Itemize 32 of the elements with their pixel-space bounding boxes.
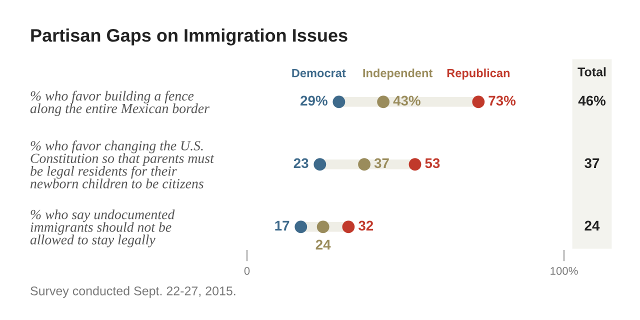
x-tick-label: 100%: [550, 266, 578, 275]
series-label: Republican: [447, 68, 510, 80]
point: [332, 96, 346, 108]
x-tick-label: 0: [244, 266, 250, 275]
point: [358, 158, 370, 171]
data-label: 29%: [300, 96, 328, 106]
y-tick-label: % who favor building a fence along the entire Mexican border: [30, 90, 210, 116]
chart-title: Partisan Gaps on Immigration Issues: [31, 28, 348, 46]
text: Survey conducted Sept. 22-27, 2015.: [30, 286, 236, 298]
y-tick-label: % who say undocumented immigrants should not be allowed to stay legally: [30, 209, 175, 248]
point: [294, 220, 308, 234]
data-label: 24: [316, 240, 331, 250]
text: 37: [584, 158, 600, 168]
data-label: 32: [358, 220, 374, 231]
point: [408, 158, 422, 171]
series-label: Democrat: [292, 69, 346, 78]
data-label: 17: [275, 220, 290, 230]
point: [316, 220, 330, 234]
text: 24: [584, 220, 600, 230]
point: [377, 96, 390, 108]
y-tick-label: % who favor changing the U.S. Constitution so that parents must be legal residents for their newborn children to be citizens: [30, 140, 214, 188]
point: [342, 220, 355, 234]
data-label: 37: [374, 158, 389, 168]
data-label: 23: [294, 158, 308, 168]
data-label: 43%: [393, 96, 420, 106]
text: Independent: [363, 68, 433, 80]
point: [314, 158, 326, 171]
data-label: 53: [425, 158, 440, 168]
point: [472, 96, 485, 108]
text: 46%: [578, 96, 606, 106]
data-label: 73%: [488, 96, 516, 106]
text: Total: [578, 67, 606, 76]
